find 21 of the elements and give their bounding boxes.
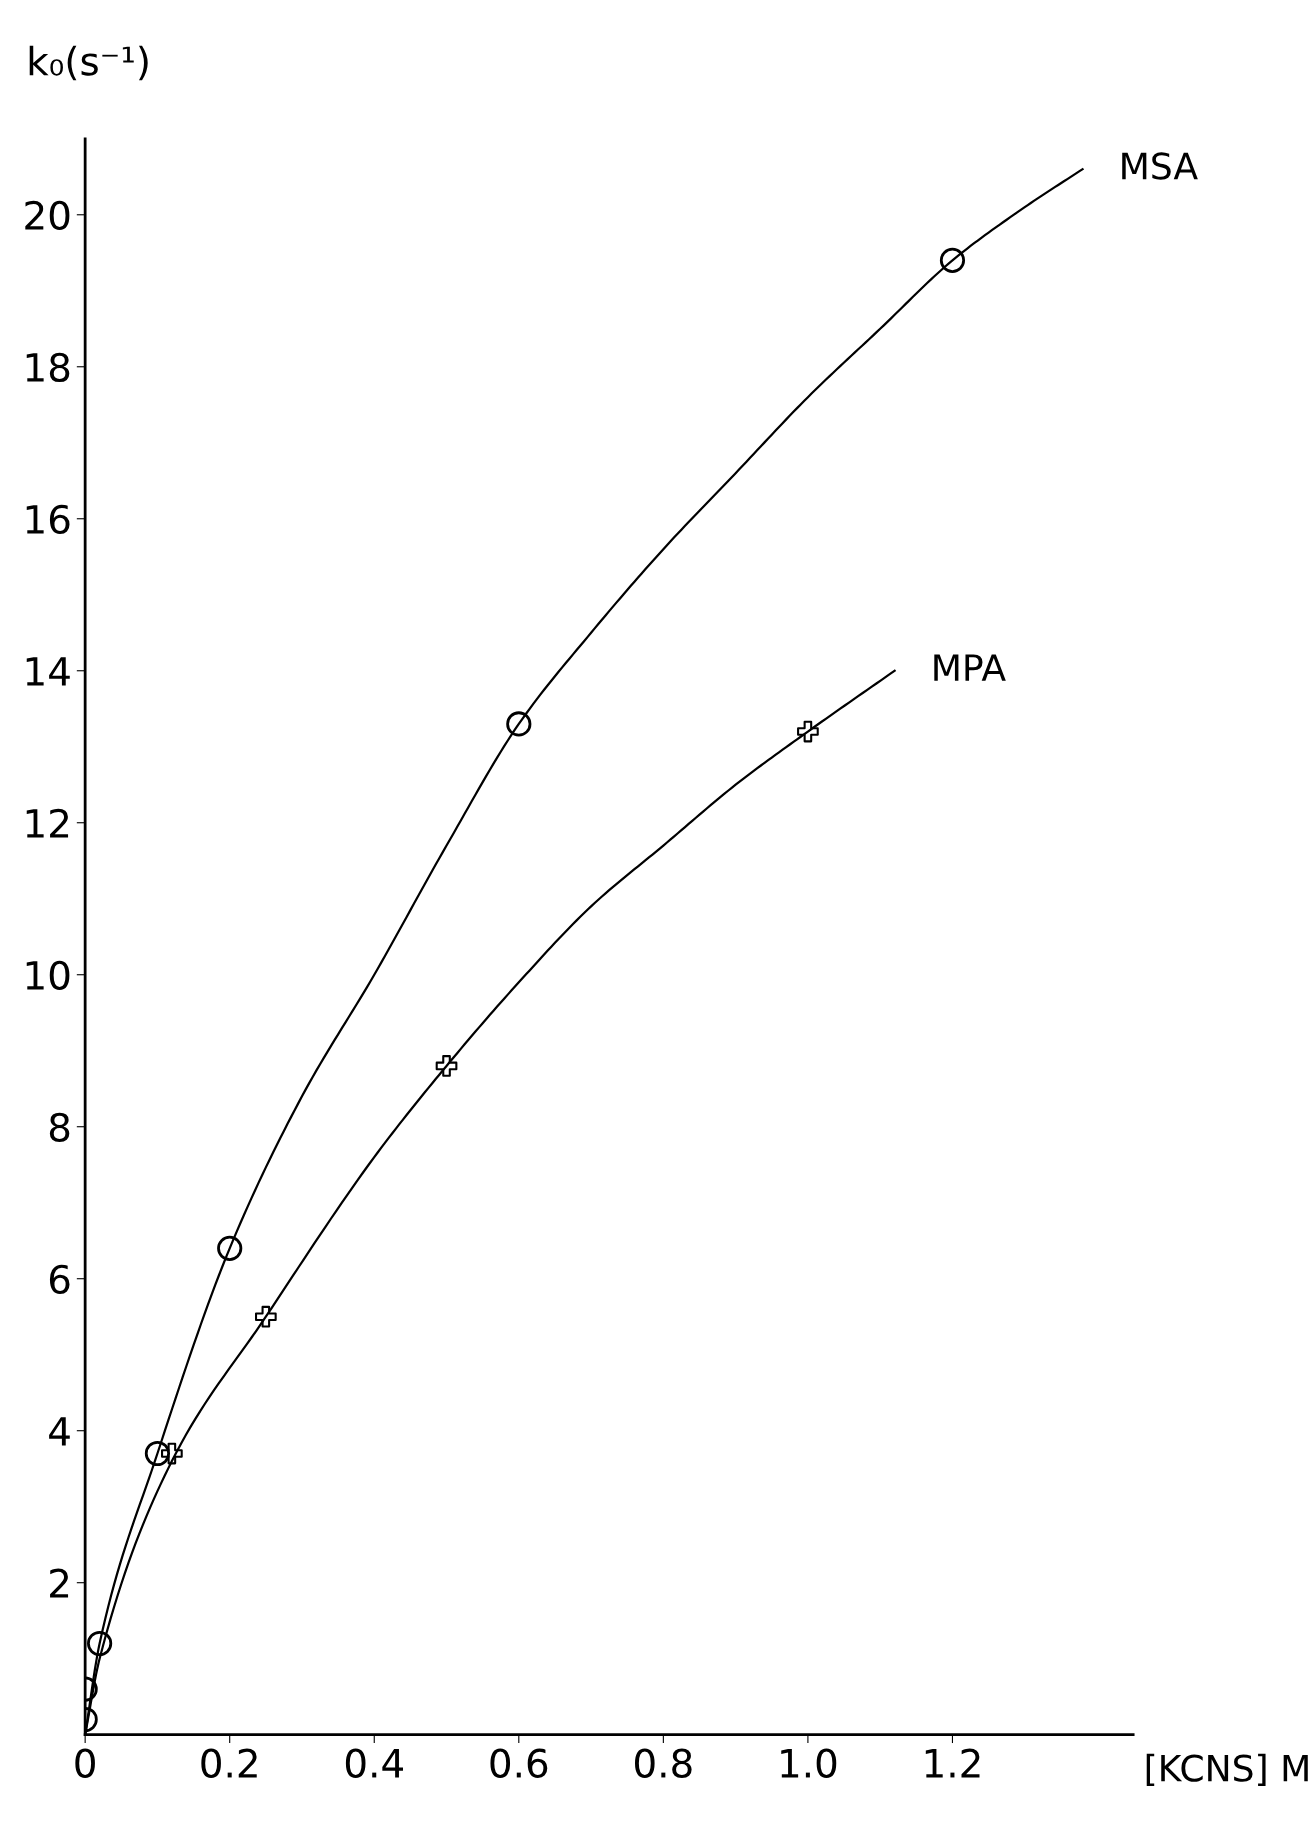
x-tick-label: 0.2 (201, 1748, 257, 1778)
x-axis-title: [KCNS] M (1146, 1753, 1308, 1787)
series-label: MPA (934, 654, 1006, 681)
y-tick-label: 18 (26, 352, 70, 383)
x-tick-label: 0.4 (345, 1748, 403, 1778)
y-tick-label: 12 (26, 808, 69, 838)
y-tick-label: 6 (49, 1264, 70, 1295)
y-tick-label: 20 (25, 200, 70, 231)
y-tick-label: 14 (26, 657, 70, 686)
series-label: MSA (1122, 152, 1198, 180)
x-tick-label: 0.8 (635, 1748, 692, 1778)
x-tick-label: 0 (75, 1748, 95, 1778)
y-tick-label: 4 (49, 1417, 70, 1446)
y-tick-label: 2 (50, 1568, 69, 1598)
x-tick-label: 0.6 (490, 1748, 548, 1778)
y-tick-label: 16 (26, 504, 70, 535)
x-tick-label: 1.0 (781, 1748, 837, 1778)
y-axis-title: k₀(s⁻¹) (29, 45, 148, 81)
x-tick-label: 1.2 (925, 1748, 980, 1778)
y-tick-label: 10 (26, 960, 70, 991)
y-tick-label: 8 (49, 1112, 70, 1143)
